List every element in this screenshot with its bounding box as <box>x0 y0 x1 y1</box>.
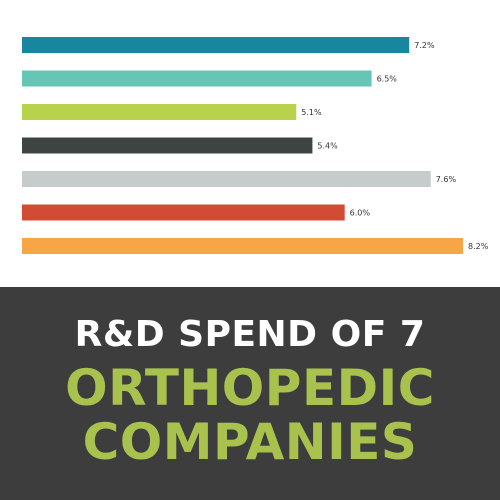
bar-2 <box>22 70 372 87</box>
bar-1 <box>22 37 410 53</box>
bar-value-label-5: 7.6% <box>436 175 457 184</box>
bar-chart-svg: 7.2% 6.5% 5.1% 5.4% 7.6% 6.0% 8.2% <box>22 37 489 254</box>
bar-value-label-4: 5.4% <box>317 142 338 151</box>
bar-value-label-2: 6.5% <box>377 75 398 84</box>
bar-3 <box>22 104 297 120</box>
title-line-1: R&D SPEND OF 7 <box>74 314 426 355</box>
bar-value-label-3: 5.1% <box>301 108 322 117</box>
bar-value-label-6: 6.0% <box>350 209 371 218</box>
bar-value-label-1: 7.2% <box>414 41 435 50</box>
title-line-3: COMPANIES <box>82 413 418 471</box>
bar-4 <box>22 137 313 154</box>
bar-5 <box>22 171 431 187</box>
bar-7 <box>22 238 463 254</box>
bar-chart: 7.2% 6.5% 5.1% 5.4% 7.6% 6.0% 8.2% <box>22 37 489 254</box>
title-line-2: ORTHOPEDIC <box>65 359 435 417</box>
bar-value-label-7: 8.2% <box>468 242 489 251</box>
title-banner: R&D SPEND OF 7 ORTHOPEDIC COMPANIES <box>0 287 500 500</box>
bar-6 <box>22 204 345 221</box>
